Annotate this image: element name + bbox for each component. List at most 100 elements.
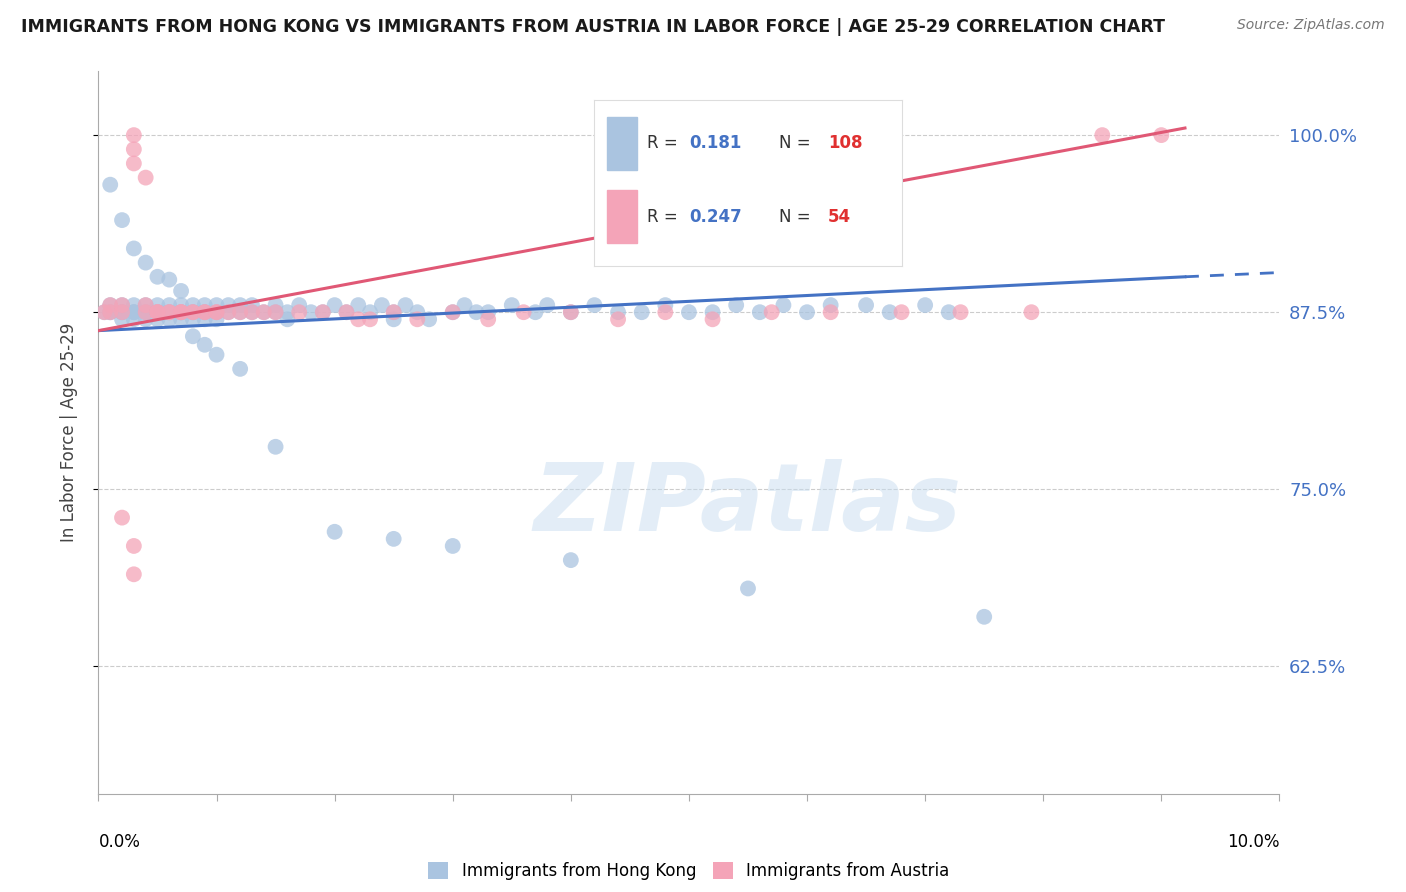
Point bbox=[205, 298, 228, 312]
Point bbox=[217, 305, 239, 319]
Point bbox=[418, 312, 440, 326]
Point bbox=[205, 305, 228, 319]
Point bbox=[111, 305, 134, 319]
Point bbox=[560, 305, 582, 319]
Point bbox=[181, 305, 204, 319]
Point bbox=[146, 298, 169, 312]
Point bbox=[157, 305, 180, 319]
Point bbox=[973, 609, 995, 624]
Point bbox=[477, 312, 499, 326]
Text: Source: ZipAtlas.com: Source: ZipAtlas.com bbox=[1237, 18, 1385, 32]
Point bbox=[630, 305, 652, 319]
Point bbox=[170, 305, 193, 319]
Point bbox=[122, 567, 145, 582]
Point bbox=[229, 305, 252, 319]
Point bbox=[170, 305, 193, 319]
Point bbox=[111, 305, 134, 319]
Point bbox=[1150, 128, 1173, 142]
Point bbox=[1021, 305, 1043, 319]
Point bbox=[217, 305, 239, 319]
Point bbox=[607, 305, 630, 319]
Point bbox=[914, 298, 936, 312]
Point bbox=[382, 305, 405, 319]
Point bbox=[264, 298, 287, 312]
Point bbox=[98, 298, 121, 312]
Point bbox=[879, 305, 901, 319]
Y-axis label: In Labor Force | Age 25-29: In Labor Force | Age 25-29 bbox=[59, 323, 77, 542]
Point bbox=[205, 305, 228, 319]
Point bbox=[312, 305, 335, 319]
Point bbox=[98, 305, 121, 319]
Point bbox=[170, 298, 193, 312]
Point bbox=[890, 305, 912, 319]
Point bbox=[347, 298, 370, 312]
Point bbox=[205, 305, 228, 319]
Point bbox=[157, 272, 180, 286]
Point bbox=[194, 305, 217, 319]
Point bbox=[453, 298, 475, 312]
Point bbox=[170, 305, 193, 319]
Point bbox=[607, 312, 630, 326]
Point bbox=[146, 269, 169, 284]
Point bbox=[702, 312, 724, 326]
Point bbox=[122, 128, 145, 142]
Point bbox=[98, 178, 121, 192]
Point bbox=[146, 305, 169, 319]
Point bbox=[702, 305, 724, 319]
Point bbox=[170, 305, 193, 319]
Point bbox=[264, 440, 287, 454]
Point bbox=[181, 298, 204, 312]
Point bbox=[323, 298, 346, 312]
Point bbox=[170, 305, 193, 319]
Point bbox=[382, 312, 405, 326]
Point bbox=[122, 242, 145, 256]
Point bbox=[111, 298, 134, 312]
Point bbox=[441, 539, 464, 553]
Point bbox=[560, 553, 582, 567]
Point bbox=[217, 298, 239, 312]
Point bbox=[122, 312, 145, 326]
Point bbox=[240, 298, 263, 312]
Point bbox=[477, 305, 499, 319]
Point bbox=[135, 170, 157, 185]
Point bbox=[761, 305, 783, 319]
Point bbox=[335, 305, 357, 319]
Point bbox=[229, 305, 252, 319]
Point bbox=[135, 298, 157, 312]
Point bbox=[240, 305, 263, 319]
Point bbox=[465, 305, 488, 319]
Point bbox=[820, 298, 842, 312]
Point bbox=[323, 524, 346, 539]
Point bbox=[264, 305, 287, 319]
Point bbox=[170, 284, 193, 298]
Point bbox=[276, 312, 298, 326]
Point bbox=[181, 305, 204, 319]
Point bbox=[111, 305, 134, 319]
Point bbox=[335, 305, 357, 319]
Point bbox=[98, 305, 121, 319]
Point bbox=[772, 298, 794, 312]
Point bbox=[512, 305, 534, 319]
Point bbox=[276, 305, 298, 319]
Point bbox=[737, 582, 759, 596]
Point bbox=[181, 312, 204, 326]
Point bbox=[194, 338, 217, 352]
Point bbox=[157, 298, 180, 312]
Point bbox=[111, 312, 134, 326]
Point bbox=[288, 305, 311, 319]
Point bbox=[949, 305, 972, 319]
Point bbox=[382, 305, 405, 319]
Point bbox=[111, 305, 134, 319]
Point bbox=[98, 298, 121, 312]
Point bbox=[122, 305, 145, 319]
Point bbox=[536, 298, 558, 312]
Point bbox=[111, 298, 134, 312]
Point bbox=[135, 312, 157, 326]
Point bbox=[170, 312, 193, 326]
Point bbox=[264, 305, 287, 319]
Point bbox=[146, 305, 169, 319]
Point bbox=[122, 298, 145, 312]
Point bbox=[820, 305, 842, 319]
Point bbox=[194, 305, 217, 319]
Point bbox=[146, 312, 169, 326]
